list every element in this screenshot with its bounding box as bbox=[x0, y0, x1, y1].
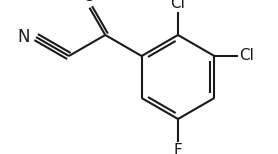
Text: N: N bbox=[18, 28, 30, 46]
Text: Cl: Cl bbox=[171, 0, 185, 11]
Text: Cl: Cl bbox=[239, 49, 254, 63]
Text: F: F bbox=[174, 143, 182, 154]
Text: O: O bbox=[82, 0, 95, 5]
